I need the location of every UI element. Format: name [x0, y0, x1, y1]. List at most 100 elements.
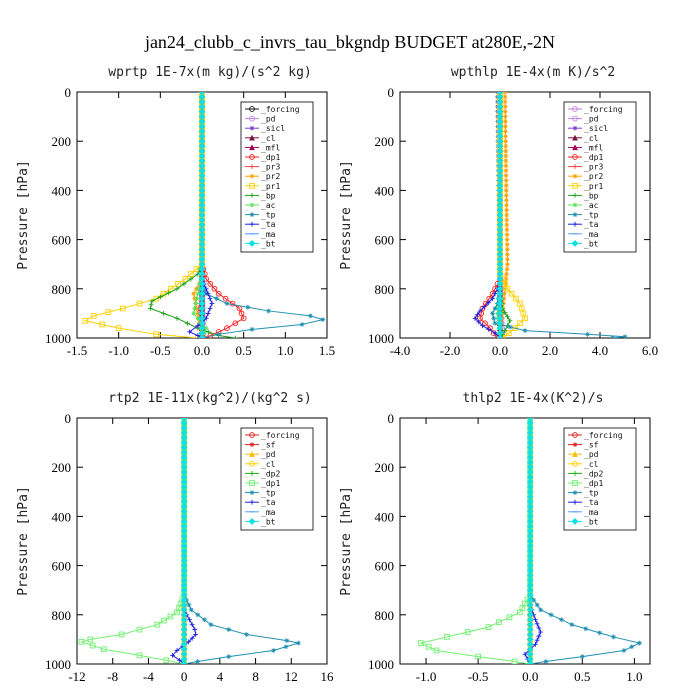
data-point-tp — [629, 644, 635, 650]
y-tick-label: 400 — [52, 183, 72, 198]
data-point-ta — [189, 622, 195, 628]
legend-marker — [572, 125, 578, 131]
data-point-pr2 — [503, 158, 509, 164]
data-point-pr2 — [503, 148, 509, 154]
data-point-pr2 — [191, 291, 197, 297]
data-point-ta — [170, 652, 175, 658]
y-tick-label: 600 — [375, 559, 395, 574]
legend-label: _tp — [261, 489, 276, 498]
data-point-ta — [174, 648, 180, 653]
y-tick-label: 600 — [52, 559, 72, 574]
data-point-ta — [177, 657, 183, 663]
data-point-ta — [205, 311, 211, 316]
chart-panel-top-left: wprtp 1E-7x(m kg)/(s^2 kg) Pressure [hPa]… — [16, 65, 335, 358]
legend-label: _ac — [584, 201, 599, 210]
data-point-tp — [271, 648, 276, 653]
data-point-ta — [536, 633, 542, 639]
data-point-pr1 — [512, 295, 519, 302]
data-point-dp1 — [175, 605, 182, 611]
data-point-tp — [284, 638, 290, 644]
legend-label: _mfl — [584, 143, 603, 152]
data-point-dp1 — [211, 285, 218, 292]
series-line-dp1 — [419, 418, 531, 664]
data-point-ta — [477, 308, 483, 314]
data-point-dp1 — [425, 643, 432, 650]
legend-label: _sf — [261, 441, 276, 450]
data-point-pr2 — [503, 168, 509, 174]
legend-marker — [249, 221, 255, 227]
data-point-ta — [490, 296, 495, 302]
data-point-dp1 — [240, 315, 247, 322]
data-point-pr2 — [504, 207, 509, 213]
legend-marker — [572, 451, 578, 457]
y-tick-label: 200 — [375, 134, 395, 149]
data-point-pr1 — [82, 317, 89, 324]
y-tick-label: 600 — [52, 233, 72, 248]
y-axis-label: Pressure [hPa] — [16, 486, 31, 596]
y-tick-label: 800 — [375, 282, 395, 297]
data-point-bp — [149, 298, 155, 304]
legend-label: _bp — [261, 191, 276, 200]
data-point-pr2 — [504, 197, 509, 203]
x-tick-label: 1.5 — [319, 343, 335, 358]
legend-label: _ma — [261, 230, 276, 239]
data-point-ta — [481, 304, 487, 310]
panel-title: thlp2 1E-4x(K^2)/s — [463, 391, 604, 406]
data-point-bp — [205, 329, 211, 335]
legend-marker — [572, 154, 578, 160]
legend-marker — [249, 480, 255, 486]
data-point-dp1 — [207, 281, 214, 287]
legend-marker — [249, 202, 255, 208]
data-point-pr1 — [505, 330, 512, 336]
plot-frame — [399, 91, 651, 339]
data-point-tp — [490, 311, 495, 316]
data-point-ac — [195, 291, 201, 297]
data-point-tp — [214, 296, 219, 302]
data-point-bt — [496, 334, 504, 338]
data-point-dp1 — [224, 325, 230, 332]
legend-marker — [249, 106, 255, 112]
legend-label: _sicl — [584, 124, 608, 133]
data-point-ac — [195, 315, 201, 321]
data-point-pr1 — [508, 290, 515, 297]
data-point-tp — [611, 634, 616, 640]
y-tick-label: 800 — [375, 608, 395, 623]
x-tick-label: 0.0 — [522, 669, 538, 684]
series-group — [417, 418, 642, 664]
data-point-dp1 — [163, 657, 170, 664]
legend-marker — [249, 125, 255, 131]
y-tick-label: 400 — [375, 183, 395, 198]
legend-label: _ta — [584, 220, 599, 229]
data-point-tp — [226, 654, 232, 660]
data-point-pr2 — [502, 104, 508, 110]
data-point-pr1 — [188, 271, 194, 277]
x-tick-label: 12 — [285, 669, 298, 684]
legend-label: _tp — [584, 211, 599, 220]
legend-marker — [572, 193, 578, 198]
legend-marker — [572, 499, 578, 505]
data-point-pr2 — [503, 173, 509, 179]
data-point-pr2 — [503, 138, 509, 144]
data-point-pr2 — [504, 217, 510, 223]
legend-label: _bt — [584, 239, 599, 248]
data-point-tp — [492, 320, 498, 326]
data-point-tp — [531, 597, 537, 603]
data-point-pr2 — [502, 99, 508, 105]
data-point-bp — [507, 318, 513, 324]
data-point-pr2 — [502, 114, 508, 119]
x-tick-label: -2.0 — [440, 343, 461, 358]
data-point-dp1 — [475, 653, 481, 660]
y-tick-label: 200 — [52, 460, 72, 475]
data-point-bp — [147, 306, 153, 311]
data-point-dp1 — [215, 290, 222, 297]
data-point-tp — [201, 617, 207, 623]
data-point-dp1 — [433, 647, 440, 654]
legend-marker — [572, 212, 578, 217]
data-point-bt — [180, 660, 188, 664]
data-point-dp1 — [161, 617, 167, 624]
data-point-pr1 — [512, 325, 518, 332]
y-tick-label: 0 — [65, 85, 72, 100]
figure-title: jan24_clubb_c_invrs_tau_bkgndp BUDGET at… — [144, 32, 555, 52]
data-point-pr2 — [502, 291, 507, 297]
